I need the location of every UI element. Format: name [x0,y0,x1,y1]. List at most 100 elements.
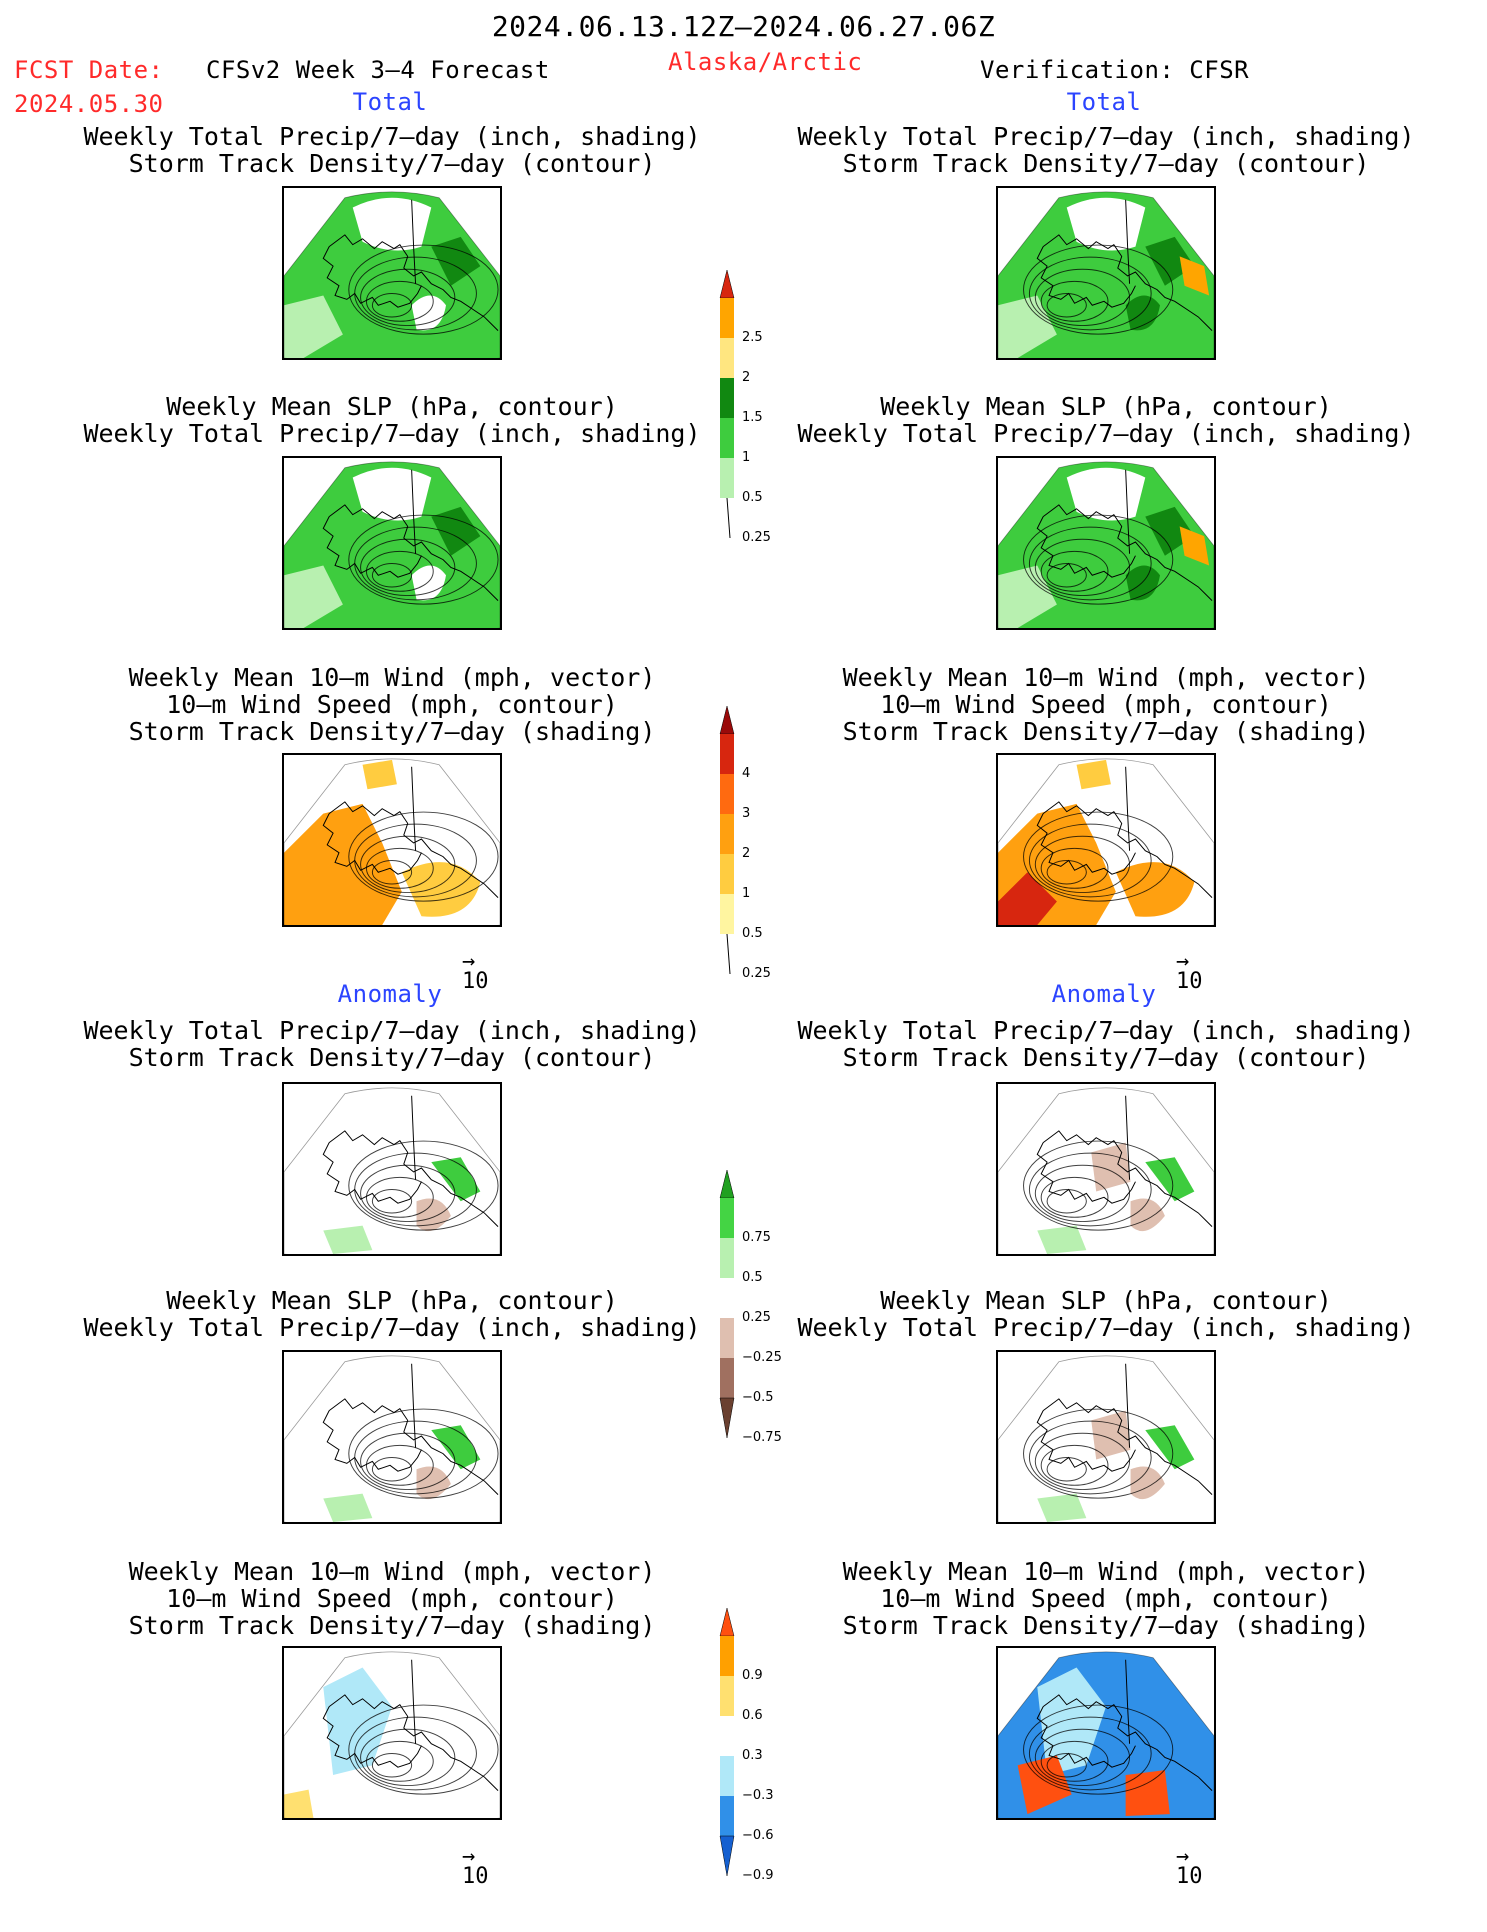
vector-arrow-icon: → [462,1844,476,1869]
panel-title-r5-c1-l0: Weekly Mean 10–m Wind (mph, vector) [842,1557,1370,1586]
section-total-left: Total [352,88,428,116]
section-total-right: Total [1066,88,1142,116]
panel-title-r5-c1-l2: Storm Track Density/7–day (shading) [842,1611,1370,1640]
colorbar-tick-label: 0.25 [742,530,771,545]
panel-title-r4-c0-l1: Weekly Total Precip/7–day (inch, shading… [83,1313,701,1342]
verification-label: Verification: CFSR [980,56,1250,84]
panel-title-r2-c0-l0: Weekly Mean 10–m Wind (mph, vector) [128,663,656,692]
colorbar-tick-label: 0.5 [742,926,763,941]
vector-arrow-icon: → [1176,949,1190,974]
map-svg [284,1087,500,1254]
colorbar-tick-label: 0.5 [742,490,763,505]
panel-title-r5-c1-l1: 10–m Wind Speed (mph, contour) [880,1584,1332,1613]
colorbar-tick-label: 1 [742,450,751,465]
vector-reference: → 10 [1176,949,1203,995]
colorbar-tick-label: 0.25 [742,1310,771,1325]
panel-title-r1-c0-l1: Weekly Total Precip/7–day (inch, shading… [83,419,701,448]
map-svg [284,1651,500,1818]
colorbar-tick-label: 2 [742,846,751,861]
panel-title-r4-c0-l0: Weekly Mean SLP (hPa, contour) [166,1286,618,1315]
colorbar-tick-label: 1.5 [742,410,763,425]
colorbar-swatches [719,705,735,975]
panel-title-r3-c1-l0: Weekly Total Precip/7–day (inch, shading… [797,1016,1415,1045]
map-panel-r5-c1 [996,1646,1216,1820]
map-panel-r3-c1 [996,1082,1216,1256]
colorbar-tick-label: −0.5 [742,1390,774,1405]
map-svg [284,461,500,628]
colorbar-tick-label: 0.5 [742,1270,763,1285]
vector-arrow-icon: → [1176,1844,1190,1869]
panel-title-r5-c0-l0: Weekly Mean 10–m Wind (mph, vector) [128,1557,656,1586]
colorbar-tick-label: 0.75 [742,1230,771,1245]
map-panel-r2-c0 [282,753,502,927]
map-svg [998,1355,1214,1522]
map-panel-r0-c1 [996,186,1216,360]
map-panel-r3-c0 [282,1082,502,1256]
product-title: CFSv2 Week 3–4 Forecast [206,56,550,84]
panel-title-r4-c1-l1: Weekly Total Precip/7–day (inch, shading… [797,1313,1415,1342]
colorbar-tick-label: −0.6 [742,1828,774,1843]
colorbar-tick-label: 2 [742,370,751,385]
colorbar-tick-label: −0.9 [742,1868,774,1883]
colorbar-tick-label: 1 [742,886,751,901]
colorbar-swatches [719,269,735,539]
map-svg [284,1355,500,1522]
panel-title-r2-c0-l2: Storm Track Density/7–day (shading) [128,717,656,746]
map-panel-r1-c1 [996,456,1216,630]
panel-title-r1-c1-l0: Weekly Mean SLP (hPa, contour) [880,392,1332,421]
map-panel-r4-c0 [282,1350,502,1524]
panel-title-r0-c0-l1: Storm Track Density/7–day (contour) [128,149,656,178]
section-anomaly-right: Anomaly [1051,980,1157,1008]
panel-title-r4-c1-l0: Weekly Mean SLP (hPa, contour) [880,1286,1332,1315]
panel-title-r0-c0-l0: Weekly Total Precip/7–day (inch, shading… [83,122,701,151]
colorbar-tick-label: −0.25 [742,1350,782,1365]
map-svg [998,191,1214,358]
panel-title-r1-c1-l1: Weekly Total Precip/7–day (inch, shading… [797,419,1415,448]
section-anomaly-left: Anomaly [337,980,443,1008]
colorbar-tick-label: 0.6 [742,1708,763,1723]
colorbar-tick-label: 0.9 [742,1668,763,1683]
panel-title-r5-c0-l1: 10–m Wind Speed (mph, contour) [166,1584,618,1613]
map-panel-r1-c0 [282,456,502,630]
map-panel-r4-c1 [996,1350,1216,1524]
fcst-date-value: 2024.05.30 [14,90,164,118]
colorbar-tick-label: 3 [742,806,751,821]
panel-title-r2-c1-l0: Weekly Mean 10–m Wind (mph, vector) [842,663,1370,692]
vector-reference: → 10 [462,949,489,995]
vector-reference-label: 10 [1176,1864,1203,1889]
fcst-date-label: FCST Date: [14,56,164,84]
colorbar-tick-label: −0.3 [742,1788,774,1803]
panel-title-r3-c1-l1: Storm Track Density/7–day (contour) [842,1043,1370,1072]
vector-reference: → 10 [1176,1844,1203,1890]
colorbar-anom_storm: 0.9 0.6 0.3 −0.3 −0.6 −0.9 [718,1607,774,1932]
vector-reference-label: 10 [462,1864,489,1889]
map-svg [284,191,500,358]
panel-title-r5-c0-l2: Storm Track Density/7–day (shading) [128,1611,656,1640]
panel-title-r1-c0-l0: Weekly Mean SLP (hPa, contour) [166,392,618,421]
date-range: 2024.06.13.12Z–2024.06.27.06Z [491,10,996,43]
map-svg [998,1651,1214,1818]
colorbar-tick-label: 0.25 [742,966,771,981]
vector-reference-label: 10 [462,969,489,994]
vector-arrow-icon: → [462,949,476,974]
map-panel-r0-c0 [282,186,502,360]
panel-title-r2-c1-l2: Storm Track Density/7–day (shading) [842,717,1370,746]
map-svg [998,461,1214,628]
panel-title-r2-c1-l1: 10–m Wind Speed (mph, contour) [880,690,1332,719]
panel-title-r3-c0-l1: Storm Track Density/7–day (contour) [128,1043,656,1072]
colorbar-tick-label: 4 [742,766,751,781]
colorbar-total_precip: 2.5 2 1.5 1 0.5 0.25 [718,269,771,554]
panel-title-r3-c0-l0: Weekly Total Precip/7–day (inch, shading… [83,1016,701,1045]
region-label: Alaska/Arctic [668,48,863,76]
vector-reference-label: 10 [1176,969,1203,994]
map-panel-r2-c1 [996,753,1216,927]
colorbar-swatches [719,1607,735,1877]
map-svg [284,758,500,925]
colorbar-tick-label: −0.75 [742,1430,782,1445]
colorbar-tick-label: 0.3 [742,1748,763,1763]
colorbar-anom_precip: 0.75 0.5 0.25 −0.25 −0.5 −0.75 [718,1169,782,1494]
colorbar-tick-label: 2.5 [742,330,763,345]
colorbar-swatches [719,1169,735,1439]
panel-title-r0-c1-l1: Storm Track Density/7–day (contour) [842,149,1370,178]
map-panel-r5-c0 [282,1646,502,1820]
